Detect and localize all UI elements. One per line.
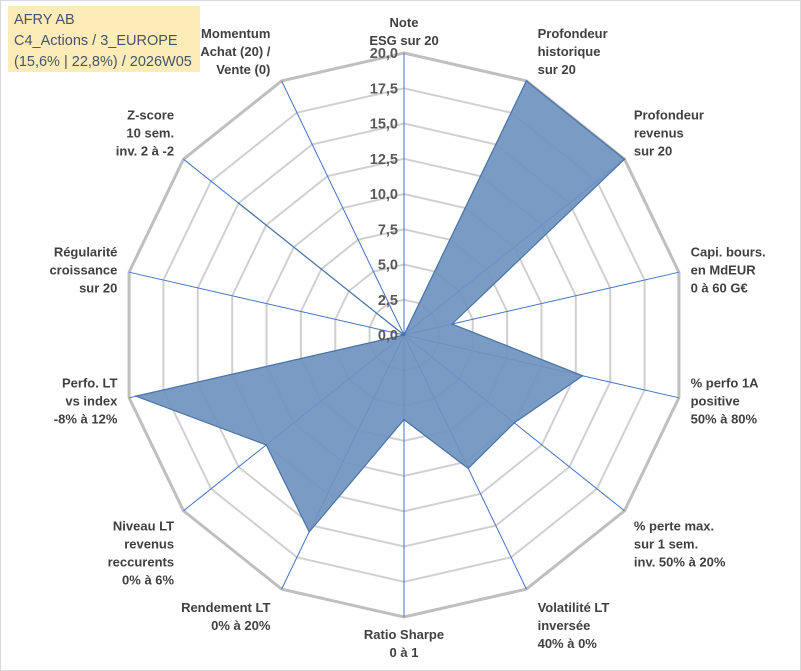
axis-label-line: Achat (20) / xyxy=(200,44,270,59)
axis-label-line: revenus xyxy=(634,126,684,141)
data-point xyxy=(513,422,515,424)
axis-label: Niveau LT revenus reccurents 0% à 6% xyxy=(108,518,175,587)
title-line-2: C4_Actions / 3_EUROPE xyxy=(14,33,178,49)
data-point xyxy=(525,80,528,82)
axis-label-line: Volatilité LT xyxy=(538,600,610,615)
axis-label-line: Capi. bours. xyxy=(691,245,766,260)
data-point xyxy=(403,418,405,421)
title-box: AFRY AB C4_Actions / 3_EUROPE (15,6% | 2… xyxy=(8,6,200,72)
radar-series xyxy=(133,79,626,533)
tick-label: 5,0 xyxy=(378,258,398,274)
axis-label-line: en MdEUR xyxy=(691,263,757,278)
axis-label: Ratio Sharpe 0 à 1 xyxy=(364,627,444,660)
axis-label-line: Note xyxy=(390,15,419,30)
axis-label: Capi. bours. en MdEUR 0 à 60 G€ xyxy=(691,245,766,296)
axis-label-line: 0 à 1 xyxy=(390,645,419,660)
axis-label: Perfo. LT vs index -8% à 12% xyxy=(54,375,118,426)
axis-label: % perte max. sur 1 sem. inv. 50% à 20% xyxy=(634,518,726,569)
axis-label-line: Z-score xyxy=(127,108,174,123)
axis-label-line: % perte max. xyxy=(634,518,714,533)
axis-label-line: 0% à 6% xyxy=(122,572,174,587)
axis-label-line: inv. 50% à 20% xyxy=(634,554,726,569)
axis-label-line: % perfo 1A xyxy=(691,375,760,390)
axis-label-line: Momentum xyxy=(201,26,270,41)
axis-label-line: sur 20 xyxy=(634,144,672,159)
radar-axis-labels: Note ESG sur 20 Profondeur historique sur 20… xyxy=(49,15,765,660)
axis-label: Z-score 10 sem. inv. 2 à -2 xyxy=(116,108,174,159)
series-area xyxy=(133,79,626,533)
title-line-3: (15,6% | 22,8%) / 2026W05 xyxy=(14,54,192,70)
tick-label: 0,0 xyxy=(378,328,398,344)
axis-label-line: Ratio Sharpe xyxy=(364,627,444,642)
tick-label: 2,5 xyxy=(378,293,398,309)
axis-label: Profondeur historique sur 20 xyxy=(538,26,608,77)
axis-label-line: sur 1 sem. xyxy=(634,536,698,551)
data-point xyxy=(237,202,240,204)
tick-label: 17,5 xyxy=(370,81,398,97)
axis-spoke xyxy=(281,80,405,336)
axis-label-line: positive xyxy=(691,393,740,408)
axis-label-line: Niveau LT xyxy=(113,518,174,533)
axis-label: Note ESG sur 20 xyxy=(369,15,438,48)
data-point xyxy=(623,158,626,160)
axis-spoke xyxy=(128,271,405,336)
data-point xyxy=(467,467,470,470)
axis-label: Rendement LT 0% à 20% xyxy=(181,600,271,633)
axis-label: % perfo 1A positive 50% à 80% xyxy=(691,375,760,426)
axis-label-line: 50% à 80% xyxy=(691,411,758,426)
axis-label-line: 0% à 20% xyxy=(211,618,271,633)
data-point xyxy=(581,375,584,377)
axis-label-line: historique xyxy=(538,44,601,59)
data-point xyxy=(265,444,268,446)
axis-label-line: 10 sem. xyxy=(126,126,174,141)
axis-label-line: Perfo. LT xyxy=(62,375,117,390)
axis-label-line: vs index xyxy=(65,393,118,408)
axis-label-line: Profondeur xyxy=(538,26,608,41)
axis-label: Volatilité LT inversée 40% à 0% xyxy=(538,600,610,651)
axis-label: Régularité croissance sur 20 xyxy=(49,245,117,296)
axis-label-line: inversée xyxy=(538,618,591,633)
axis-label-line: reccurents xyxy=(108,554,174,569)
axis-label-line: Profondeur xyxy=(634,108,704,123)
axis-label-line: Rendement LT xyxy=(181,600,270,615)
title-line-1: AFRY AB xyxy=(14,12,75,28)
axis-label-line: ESG sur 20 xyxy=(369,33,438,48)
axis-label-line: inv. 2 à -2 xyxy=(116,144,174,159)
data-point xyxy=(135,395,137,398)
data-point xyxy=(451,323,453,325)
axis-label-line: -8% à 12% xyxy=(54,411,118,426)
axis-label-line: 0 à 60 G€ xyxy=(691,281,748,296)
axis-label-line: revenus xyxy=(124,536,174,551)
axis-label-line: 40% à 0% xyxy=(538,636,598,651)
data-point xyxy=(308,531,311,533)
axis-label-line: Régularité xyxy=(54,245,118,260)
radar-tick-labels: 0,0 2,5 5,0 7,5 10,0 12,5 15,0 17,5 20,0 xyxy=(370,46,398,344)
axis-label: Profondeur revenus sur 20 xyxy=(634,108,704,159)
tick-label: 15,0 xyxy=(370,117,398,133)
axis-label: Momentum Achat (20) / Vente (0) xyxy=(200,26,270,77)
data-point xyxy=(403,334,405,336)
axis-label-line: croissance xyxy=(49,263,117,278)
tick-label: 10,0 xyxy=(370,187,398,203)
tick-label: 12,5 xyxy=(370,152,398,168)
axis-label-line: sur 20 xyxy=(79,281,117,296)
axis-label-line: sur 20 xyxy=(538,62,576,77)
axis-label-line: Vente (0) xyxy=(216,62,270,77)
tick-label: 7,5 xyxy=(378,222,398,238)
tick-label: 20,0 xyxy=(370,46,398,62)
